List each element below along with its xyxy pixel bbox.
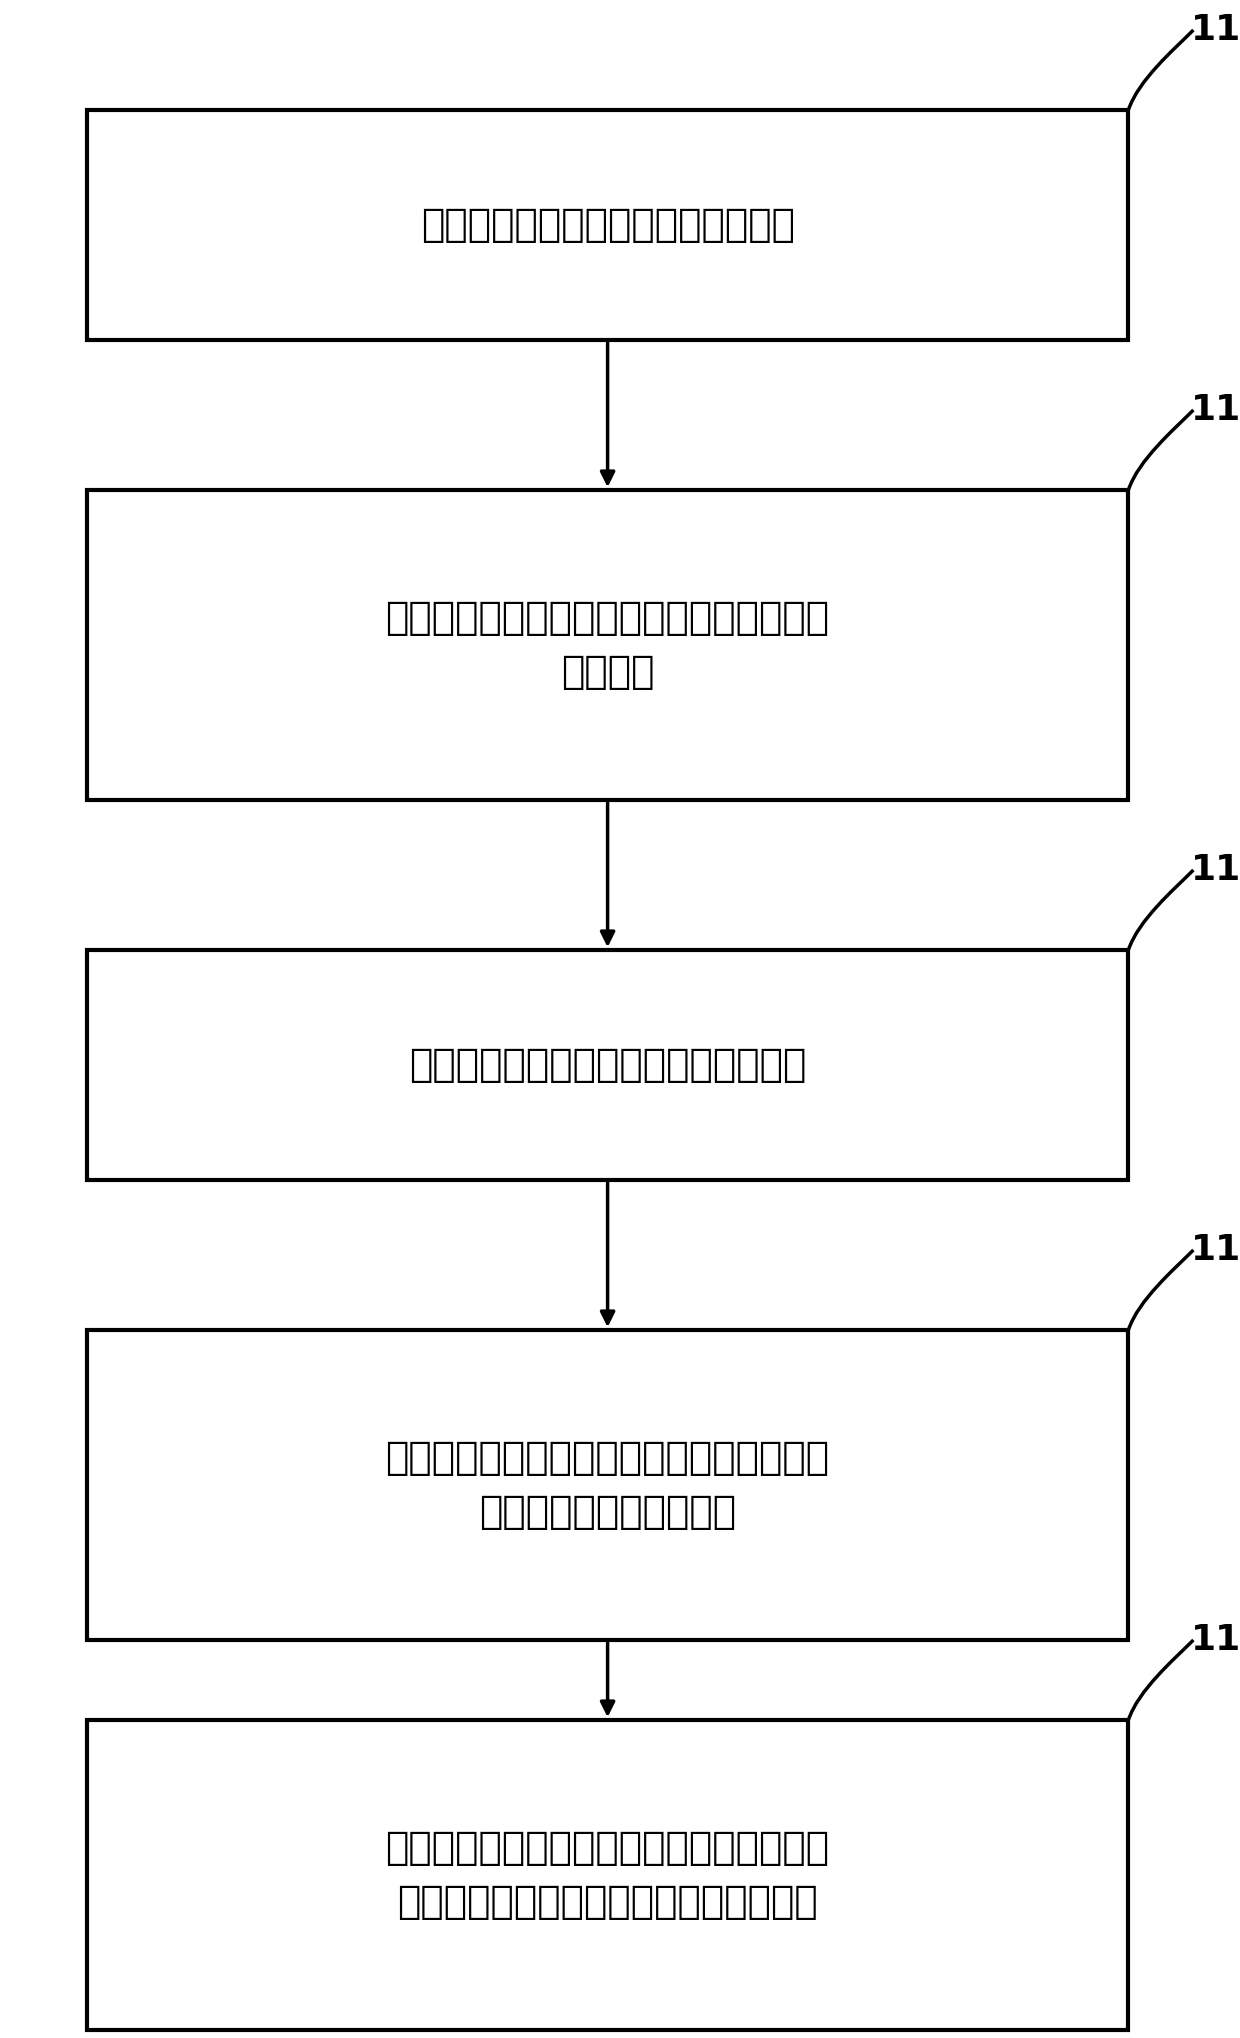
Text: 在所述多晶硅材料的表面形成光刻胶层: 在所述多晶硅材料的表面形成光刻胶层	[409, 1045, 806, 1084]
Bar	[87, 1331, 1128, 1641]
Text: 基于所述光刻胶层刻蚀所述多晶硅材料，得
到预设形状的多晶硅材料，以作为有源层: 基于所述光刻胶层刻蚀所述多晶硅材料，得 到预设形状的多晶硅材料，以作为有源层	[386, 1830, 830, 1920]
Text: 图案化所述光刻胶层，以得到用于形成所述
预设形状的有源层的图案: 图案化所述光刻胶层，以得到用于形成所述 预设形状的有源层的图案	[386, 1439, 830, 1531]
Text: 115: 115	[1190, 1622, 1240, 1657]
Text: 114: 114	[1190, 1233, 1240, 1268]
Text: 111: 111	[1190, 12, 1240, 47]
Bar	[87, 489, 1128, 801]
Text: 在基板一侧的表面沉积非多晶硅材料: 在基板一侧的表面沉积非多晶硅材料	[420, 206, 795, 245]
Bar	[87, 110, 1128, 340]
Bar	[87, 1720, 1128, 2030]
Text: 112: 112	[1190, 393, 1240, 428]
Bar	[87, 950, 1128, 1180]
Text: 113: 113	[1190, 854, 1240, 887]
Text: 对所沉积的非多晶硅材料进行晶化，得到多
晶硅材料: 对所沉积的非多晶硅材料进行晶化，得到多 晶硅材料	[386, 599, 830, 691]
